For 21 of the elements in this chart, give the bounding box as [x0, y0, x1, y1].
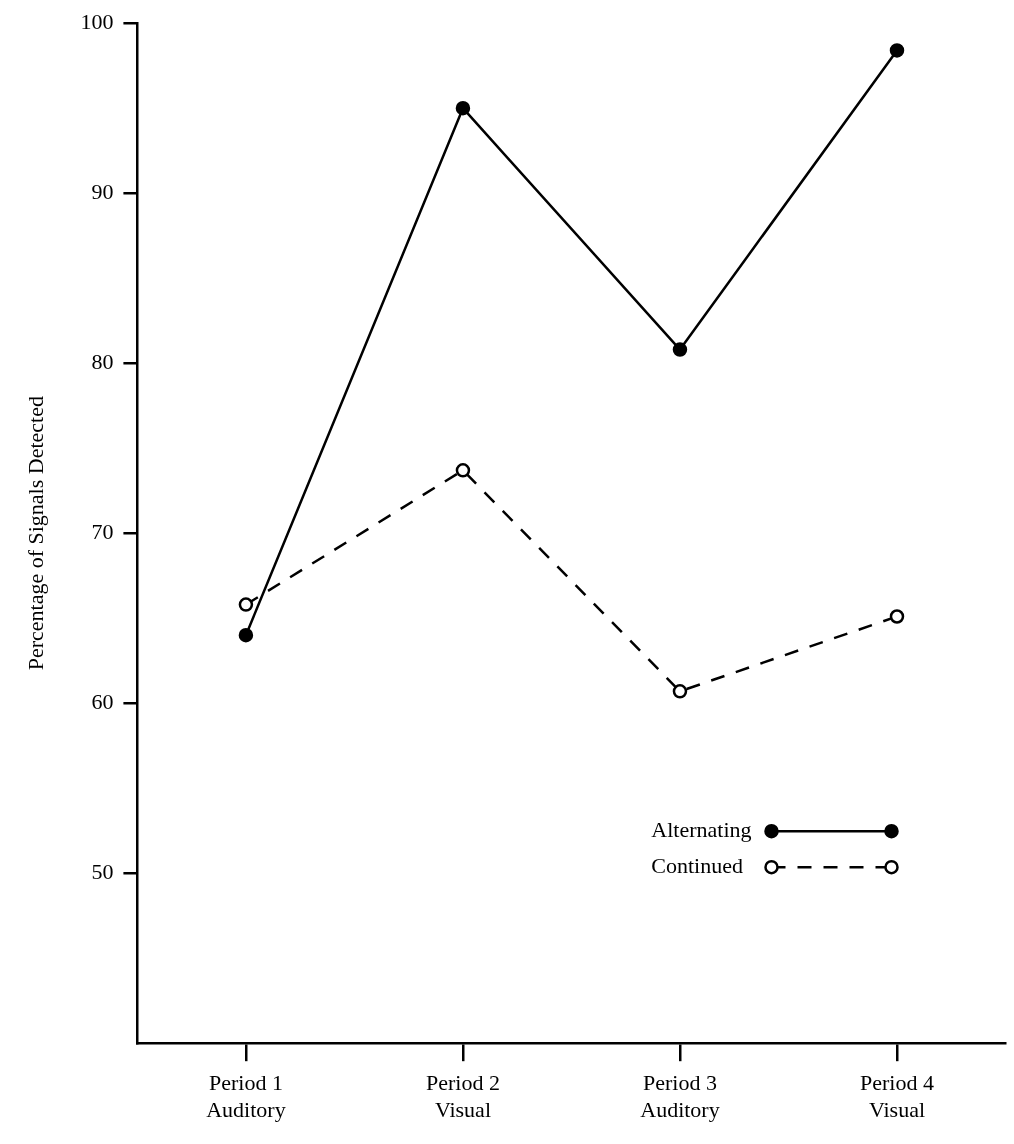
point — [455, 100, 471, 116]
y-tick-label: 80 — [91, 348, 114, 374]
point — [238, 597, 254, 612]
point — [672, 684, 688, 699]
y-tick-label: 100 — [80, 8, 114, 34]
x-tick-label: Period 4 Visual — [860, 1070, 934, 1122]
point — [238, 627, 254, 643]
x-tick-label: Period 3 Auditory — [640, 1070, 720, 1122]
x-tick-label: Period 2 Visual — [425, 1070, 500, 1122]
legend-label: Alternating — [651, 816, 752, 842]
y-tick-label: 50 — [91, 858, 114, 884]
point — [889, 43, 905, 58]
point — [455, 463, 471, 478]
point — [672, 342, 688, 357]
y-axis-title: Percentage of Signals Detected — [22, 396, 48, 671]
y-tick-label: 60 — [91, 688, 114, 714]
x-tick-label: Period 1 Auditory — [206, 1070, 286, 1122]
point — [889, 609, 905, 624]
y-tick-label: 90 — [91, 178, 114, 204]
legend-label: Continued — [651, 852, 743, 878]
y-tick-label: 70 — [91, 518, 114, 544]
